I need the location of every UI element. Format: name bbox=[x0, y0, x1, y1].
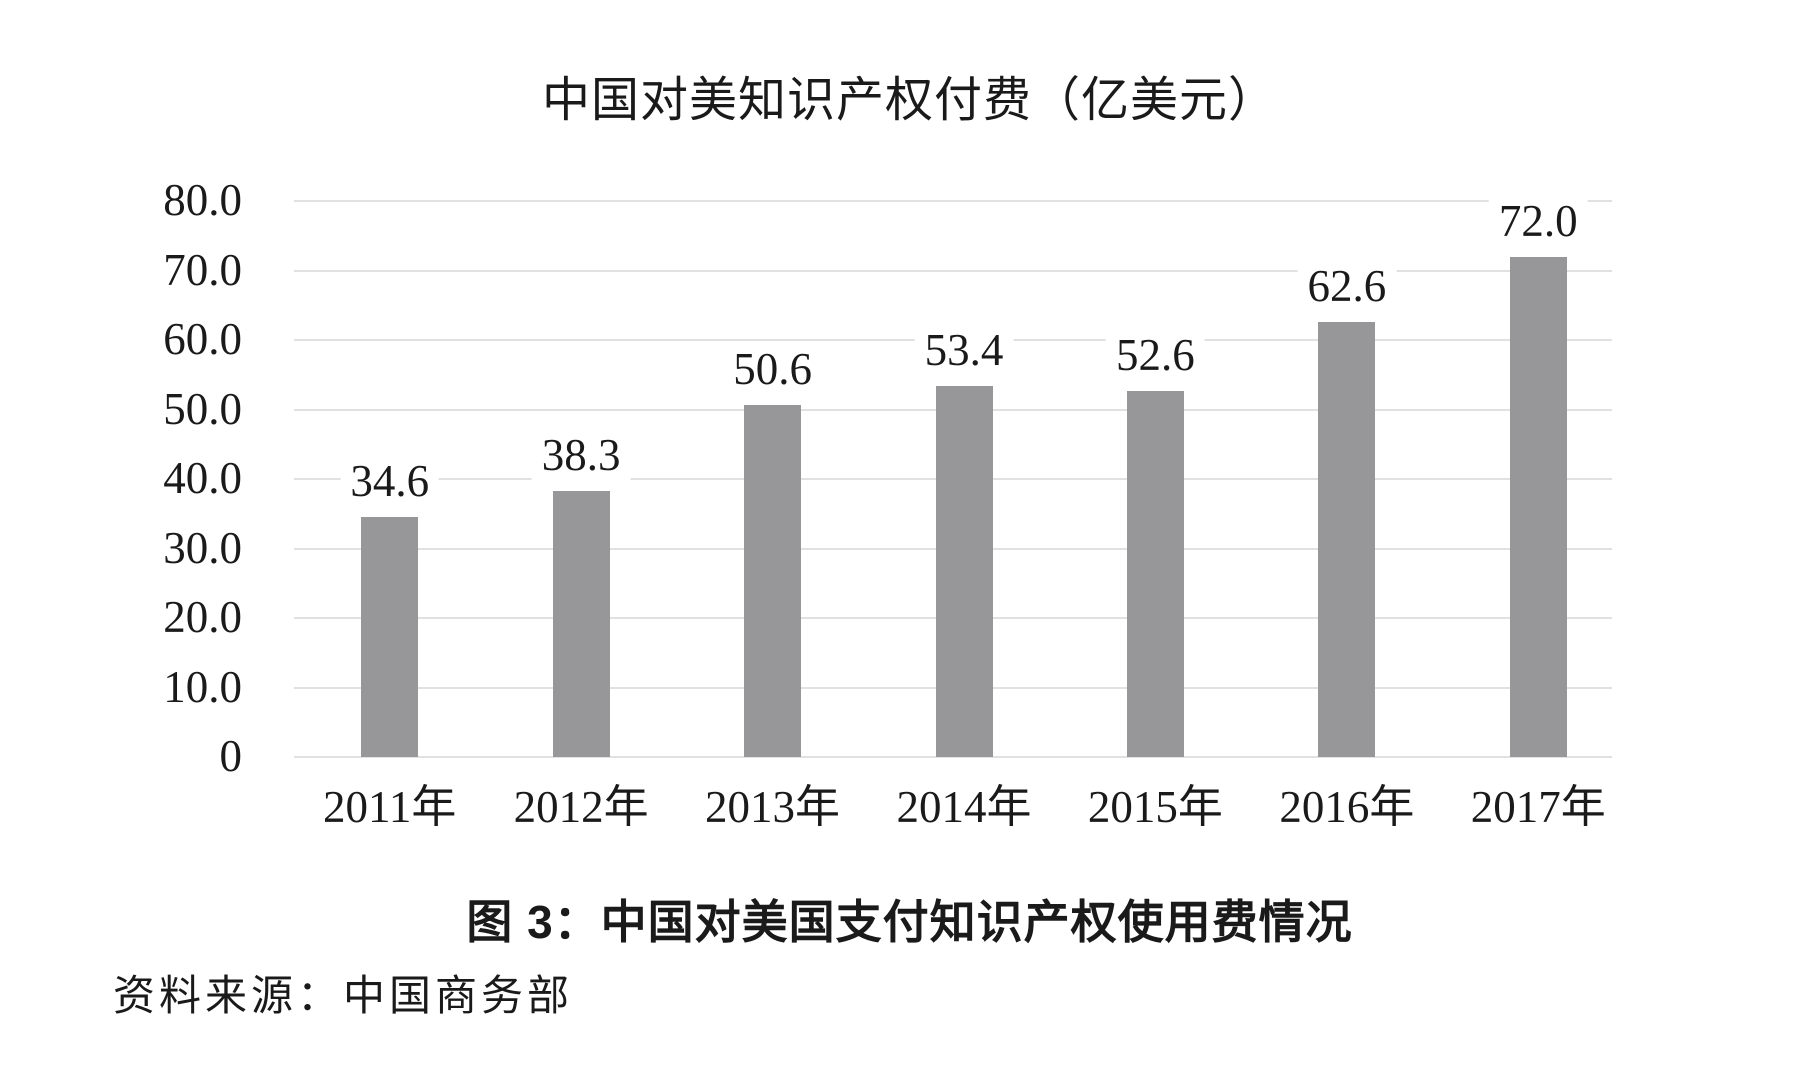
chart-title: 中国对美知识产权付费（亿美元） bbox=[541, 74, 1277, 127]
gridline bbox=[294, 269, 1612, 272]
bar-value-label: 72.0 bbox=[1488, 193, 1588, 248]
figure-source: 资料来源：中国商务部 bbox=[113, 974, 574, 1020]
x-axis-label-2012年: 2012年 bbox=[513, 782, 649, 832]
bar-2012年 bbox=[552, 490, 610, 757]
y-axis-tick-label: 70.0 bbox=[163, 244, 242, 295]
x-axis-label-2013年: 2013年 bbox=[705, 782, 841, 832]
y-axis-tick-label: 60.0 bbox=[163, 313, 242, 364]
gridline bbox=[294, 200, 1612, 202]
x-axis-label-2015年: 2015年 bbox=[1087, 782, 1223, 832]
y-axis-tick-label: 50.0 bbox=[163, 383, 242, 434]
bar-2014年 bbox=[935, 385, 993, 757]
bar-value-label: 53.4 bbox=[914, 322, 1014, 377]
y-axis-tick-label: 10.0 bbox=[163, 661, 242, 712]
bar-value-label: 52.6 bbox=[1106, 328, 1205, 383]
bar-2016年 bbox=[1318, 321, 1376, 757]
bar-2013年 bbox=[744, 405, 802, 757]
y-axis-tick-label: 80.0 bbox=[163, 174, 242, 225]
gridline bbox=[294, 756, 1612, 758]
y-axis-tick-label: 0 bbox=[219, 730, 243, 781]
x-axis-label-2016年: 2016年 bbox=[1279, 782, 1415, 832]
bar-2011年 bbox=[361, 516, 419, 757]
bar-2015年 bbox=[1126, 391, 1184, 757]
y-axis-tick-label: 30.0 bbox=[163, 522, 242, 573]
x-axis-label-2014年: 2014年 bbox=[896, 782, 1032, 832]
y-axis-tick-label: 40.0 bbox=[163, 452, 242, 503]
bar-2017年 bbox=[1509, 256, 1567, 757]
bar-value-label: 50.6 bbox=[723, 342, 822, 397]
bar-value-label: 34.6 bbox=[340, 453, 440, 508]
x-axis-label-2011年: 2011年 bbox=[323, 782, 457, 832]
x-axis-label-2017年: 2017年 bbox=[1470, 782, 1606, 832]
bar-value-label: 38.3 bbox=[531, 427, 631, 482]
y-axis-tick-label: 20.0 bbox=[163, 591, 242, 642]
figure-caption: 图 3：中国对美国支付知识产权使用费情况 bbox=[466, 896, 1353, 948]
bar-value-label: 62.6 bbox=[1297, 258, 1397, 313]
